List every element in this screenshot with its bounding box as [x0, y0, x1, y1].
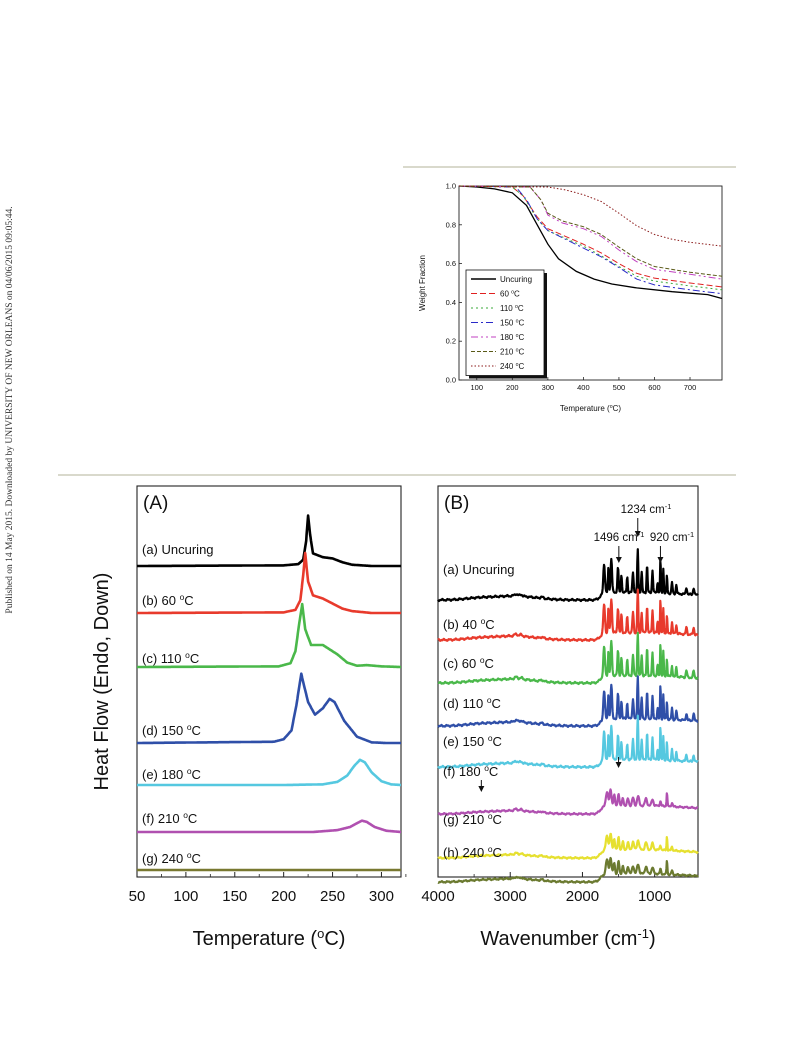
dsc-series-label: (c) 110 oC	[142, 650, 199, 666]
dsc-series-label: (e) 180 oC	[142, 766, 201, 782]
ftir-annotation-1234: 1234 cm-1	[621, 502, 672, 517]
tga-y-tick-label: 0.4	[446, 298, 456, 307]
dsc-x-tick-label: 50	[129, 888, 146, 905]
tga-y-tick-label: 0.6	[446, 259, 456, 268]
ftir-arrow-1496-head	[615, 557, 622, 563]
ftir-arrow-920-head	[657, 557, 664, 563]
tga-legend-entry: 210 oC	[500, 348, 524, 357]
dsc-x-tick-label: 250	[320, 888, 345, 905]
ftir-series-label: (g) 210 oC	[443, 811, 502, 827]
ftir-series-label: (c) 60 oC	[443, 655, 494, 671]
dsc-series-b-60-c	[136, 551, 402, 615]
tga-series-uncuring	[458, 185, 723, 300]
dsc-series-label: (b) 60 oC	[142, 592, 194, 608]
ftir-annotation-1496: 1496 cm-1	[594, 530, 645, 545]
tga-series-60-c	[458, 185, 723, 288]
tga-x-tick-label: 300	[542, 383, 555, 392]
ftir-series-a-uncuring	[437, 548, 699, 603]
ftir-x-tick-label: 1000	[638, 888, 671, 905]
tga-legend	[465, 269, 545, 376]
dsc-x-tick-label: 100	[173, 888, 198, 905]
ftir-arrow-1500-head	[615, 762, 622, 768]
ftir-x-tick-label: 2000	[566, 888, 599, 905]
top-rule	[403, 166, 736, 168]
tga-x-tick-label: 600	[648, 383, 661, 392]
tga-x-tick-label: 400	[577, 383, 590, 392]
dsc-series-label: (d) 150 oC	[142, 722, 201, 738]
tga-x-tick-label: 500	[613, 383, 626, 392]
tga-legend-entry: 180 oC	[500, 333, 524, 342]
tga-legend-entry: 150 oC	[500, 319, 524, 328]
dsc-y-axis-label: Heat Flow (Endo, Down)	[91, 573, 113, 791]
dsc-series-label: (g) 240 oC	[142, 850, 201, 866]
tga-x-tick-label: 200	[506, 383, 519, 392]
ftir-series-label: (f) 180 oC	[443, 763, 498, 779]
ftir-series-label: (a) Uncuring	[443, 562, 515, 577]
tga-series-240-c	[458, 185, 723, 247]
ftir-series-g-210-c	[437, 832, 699, 860]
dsc-series-label: (f) 210 oC	[142, 810, 197, 826]
dsc-series-e-180-c	[136, 758, 402, 787]
tga-legend-entry: 110 oC	[500, 304, 524, 313]
ftir-series-h-240-c	[437, 856, 699, 884]
dsc-series-label: (a) Uncuring	[142, 542, 214, 557]
ftir-series-d-110-c	[437, 675, 699, 729]
ftir-arrow-1234-head	[634, 531, 641, 537]
dsc-series-a-uncuring	[136, 514, 402, 568]
dsc-plot-frame	[136, 485, 402, 878]
tga-legend-entry: Uncuring	[500, 275, 532, 284]
ftir-arrow-3400-head	[478, 786, 485, 792]
dsc-x-tick-label: 200	[271, 888, 296, 905]
dsc-series-d-150-c	[136, 672, 402, 745]
ftir-series-f-180-c	[437, 788, 699, 816]
dsc-series-c-110-c	[136, 602, 402, 669]
tga-y-tick-label: 0.8	[446, 220, 456, 229]
ftir-series-b-40-c	[437, 588, 699, 643]
ftir-series-label: (d) 110 oC	[443, 695, 501, 711]
tga-x-tick-label: 100	[471, 383, 484, 392]
tga-y-tick-label: 0.0	[446, 376, 456, 385]
ftir-series-e-150-c	[437, 714, 699, 769]
ftir-series-c-60-c	[437, 631, 699, 686]
tga-y-tick-label: 1.0	[446, 182, 456, 191]
tga-y-tick-label: 0.2	[446, 337, 456, 346]
dsc-panel-title: (A)	[143, 493, 168, 514]
ftir-x-tick-label: 3000	[494, 888, 527, 905]
ftir-series-label: (e) 150 oC	[443, 733, 502, 749]
tga-plot-frame	[458, 185, 723, 381]
dsc-series-f-210-c	[136, 819, 402, 834]
ftir-series-label: (h) 240 oC	[443, 844, 502, 860]
ftir-plot-frame	[437, 485, 699, 878]
tga-y-axis-label: Weight Fraction	[418, 255, 427, 311]
ftir-annotation-920: 920 cm-1	[650, 530, 694, 545]
middle-rule	[58, 474, 736, 476]
ftir-x-tick-label: 4000	[421, 888, 454, 905]
ftir-panel-title: (B)	[444, 493, 469, 514]
dsc-x-axis-label: Temperature (oC)	[193, 926, 346, 951]
ftir-series-label: (b) 40 oC	[443, 616, 495, 632]
tga-series-210-c	[458, 185, 723, 277]
dsc-x-tick-label: 300	[369, 888, 394, 905]
tga-legend-entry: 60 oC	[500, 290, 520, 299]
tga-x-tick-label: 700	[684, 383, 697, 392]
tga-legend-entry: 240 oC	[500, 362, 524, 371]
tga-x-axis-label: Temperature (oC)	[560, 404, 621, 413]
dsc-x-tick-label: 150	[222, 888, 247, 905]
ftir-x-axis-label: Wavenumber (cm-1)	[480, 926, 655, 951]
tga-series-150-c	[458, 185, 723, 295]
